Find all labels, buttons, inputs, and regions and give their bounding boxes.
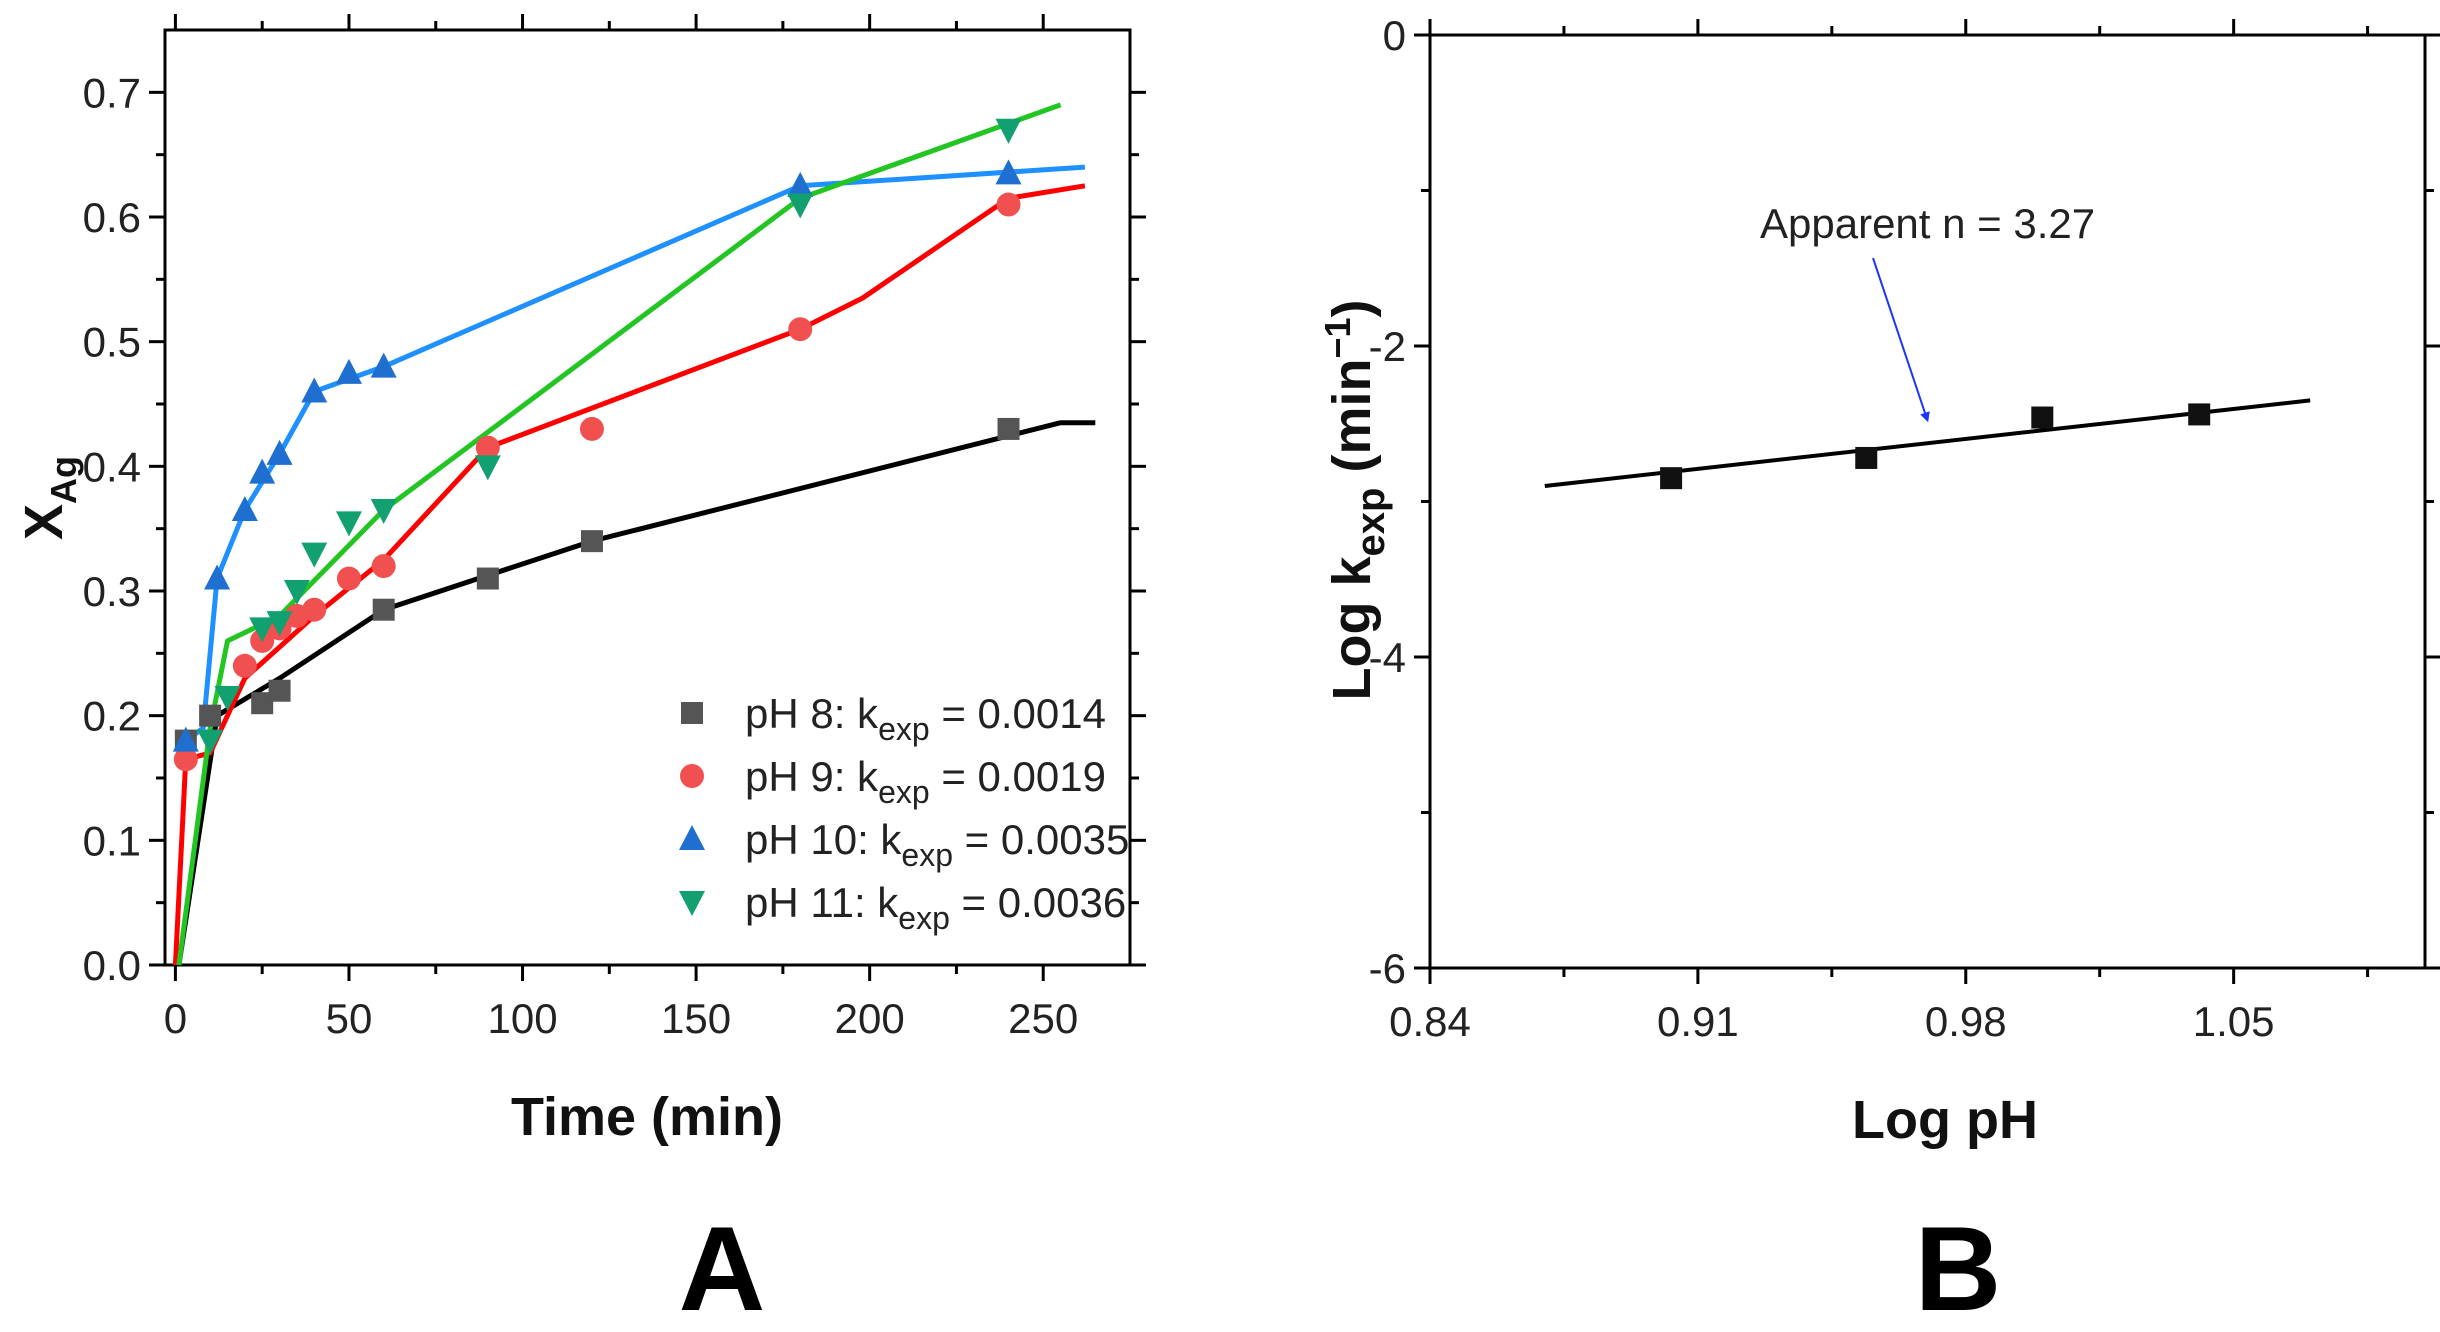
ph-8-data-point	[580, 530, 603, 553]
ph-11-data-point	[787, 193, 814, 219]
panel-b-x-tick-label: 0.91	[1657, 998, 1739, 1045]
ph-11-data-point	[370, 498, 397, 524]
ph-9-data-point	[579, 416, 604, 441]
panel-a-y-axis-title: XAg	[14, 456, 84, 540]
panel-a-y-tick-label: 0.3	[83, 568, 141, 615]
ph-11-data-point	[301, 542, 328, 568]
ph-9-data-point	[302, 597, 327, 622]
ph-9-data-point	[336, 566, 361, 591]
ph-11-data-point	[266, 611, 293, 637]
panel-b-x-tick-label: 0.98	[1925, 998, 2007, 1045]
legend-ph-10-marker	[679, 825, 705, 850]
panel-b-x-tick-label: 1.05	[2193, 998, 2275, 1045]
legend-ph-8-label: pH 8: kexp = 0.0014	[745, 690, 1106, 747]
panel-a-y-tick-label: 0.4	[83, 443, 141, 490]
ph-11-data-point	[474, 455, 501, 481]
ph-11-data-point	[214, 685, 241, 711]
ph-8-data-point	[476, 567, 499, 590]
panel-a-y-tick-label: 0.6	[83, 194, 141, 241]
annotation-arrow	[1872, 257, 1930, 423]
ph-11-data-point	[249, 617, 276, 643]
ph-10-data-point	[231, 495, 258, 521]
ph-8-data-point	[372, 598, 395, 621]
panel-b-y-tick-label: -2	[1369, 323, 1406, 370]
panel-a-x-axis-title: Time (min)	[511, 1087, 783, 1147]
ph-9-data-point	[371, 554, 396, 579]
panel-b-chart: 0.84 0.91 0.98 1.05 0 -2 -4 -6 Log pH Log kexp …	[1317, 12, 2440, 1332]
legend-ph-9-label: pH 9: kexp = 0.0019	[745, 753, 1106, 810]
panel-a-legend: pH 8: kexp = 0.0014 pH 9: kexp = 0.0019 pH…	[679, 690, 1129, 936]
panel-b-y-axis-title: Log kexp (min−1)	[1317, 300, 1393, 701]
ph-9-data-point	[232, 653, 257, 678]
legend-ph-10-label: pH 10: kexp = 0.0035	[745, 816, 1129, 873]
ph-11-data-point	[197, 729, 224, 755]
panel-b-annotation: Apparent n = 3.27	[1760, 200, 2095, 423]
ph-10-data-point	[787, 171, 814, 197]
panel-a-y-axis-subscript: Ag	[43, 456, 84, 504]
panel-b-label: B	[1915, 1202, 2002, 1332]
panel-b-y-tick-label: 0	[1383, 12, 1406, 59]
panel-a-y-tick-label: 0.0	[83, 942, 141, 989]
ph-10-data-point	[204, 564, 231, 590]
ph-8-data-point	[251, 692, 274, 715]
ph-10-data-point	[301, 377, 328, 403]
panel-a-y-tick-label: 0.2	[83, 693, 141, 740]
ph-10-data-point	[172, 726, 199, 752]
panel-a-label: A	[679, 1202, 766, 1332]
ph-8-data-point	[268, 679, 291, 702]
log-kexp-data-point	[2031, 406, 2054, 429]
ph-8-data-point	[199, 704, 222, 727]
ph-10-data-point	[370, 352, 397, 378]
apparent-n-label: Apparent n = 3.27	[1760, 200, 2095, 247]
log-kexp-data-point	[1660, 467, 1683, 490]
panel-b-markers	[1660, 403, 2211, 490]
panel-a-x-tick-label: 150	[661, 995, 731, 1042]
ph-11-data-point	[335, 511, 362, 537]
ph-10-data-point	[249, 458, 276, 484]
legend-ph-11-label: pH 11: kexp = 0.0036	[745, 879, 1126, 936]
ph-9-data-point	[475, 435, 500, 460]
panel-a-markers	[172, 118, 1022, 772]
legend-ph-9-marker	[680, 764, 704, 788]
panel-b-x-axis-title: Log pH	[1852, 1090, 2038, 1150]
panel-b-y-tick-label: -4	[1369, 634, 1406, 681]
ph-11-data-point	[995, 118, 1022, 144]
ph-9-data-point	[996, 192, 1021, 217]
panel-a-x-tick-label: 0	[164, 995, 187, 1042]
panel-a-x-tick-label: 50	[326, 995, 373, 1042]
panel-b-ticks: 0.84 0.91 0.98 1.05 0 -2 -4 -6	[1369, 12, 2440, 1045]
panel-b-y-tick-label: -6	[1369, 945, 1406, 992]
panel-a-y-tick-label: 0.7	[83, 69, 141, 116]
ph-11-data-point	[283, 580, 310, 605]
log-kexp-data-point	[2188, 403, 2211, 426]
panel-a-y-tick-label: 0.5	[83, 319, 141, 366]
panel-a-plot-frame	[163, 28, 1132, 967]
legend-ph-11-marker	[679, 891, 705, 916]
panel-a-x-tick-label: 200	[835, 995, 905, 1042]
ph-9-data-point	[788, 317, 813, 342]
panel-a-x-tick-label: 100	[487, 995, 557, 1042]
log-kexp-data-point	[1855, 446, 1878, 469]
ph-9-data-point	[173, 747, 198, 772]
panel-a-y-tick-label: 0.1	[83, 817, 141, 864]
ph-10-data-point	[266, 439, 293, 465]
panel-a-x-tick-label: 250	[1008, 995, 1078, 1042]
panel-b-plot-frame	[1428, 33, 2427, 970]
panel-b-x-tick-label: 0.84	[1389, 998, 1471, 1045]
legend-ph-8-marker	[681, 702, 703, 724]
panel-a-ticks: 0 50 100 150 200 250 0.0 0.1 0.2 0.3 0.4 0.5 0.6 0.7	[83, 14, 1146, 1042]
ph-10-data-point	[995, 159, 1022, 185]
ph-10-data-point	[335, 358, 362, 384]
ph-8-data-point	[997, 417, 1020, 440]
panel-b-y-axis-superscript: −1	[1317, 318, 1358, 359]
panel-a-chart: 0 50 100 150 200 2500.00.10.20.30.40.50.60.7 …	[14, 14, 1146, 1332]
ph-10-fit-line	[184, 164, 1086, 743]
panel-b-y-axis-subscript: exp	[1349, 488, 1393, 557]
